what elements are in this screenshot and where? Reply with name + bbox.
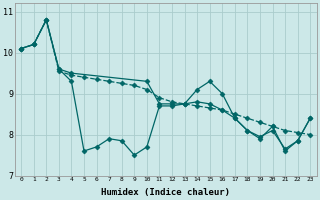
X-axis label: Humidex (Indice chaleur): Humidex (Indice chaleur): [101, 188, 230, 197]
